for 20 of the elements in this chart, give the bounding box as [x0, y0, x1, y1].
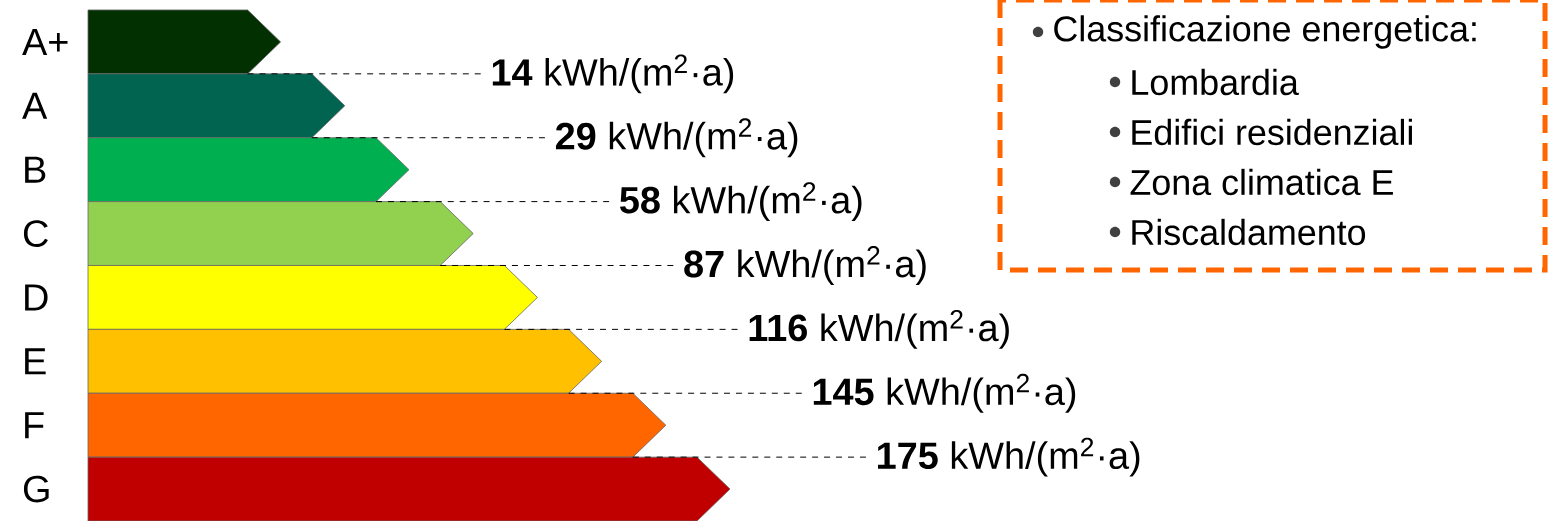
text: Classificazione energetica:: [1054, 15, 1476, 49]
y-tick-label: G: [23, 475, 49, 503]
text: 175 kWh/(m$^{2}$·a): [878, 437, 1140, 477]
y-tick-label: A: [22, 92, 48, 119]
text: Zona climatica E: [1130, 168, 1393, 196]
text: 145 kWh/(m$^{2}$·a): [813, 373, 1076, 413]
text: 116 kWh/(m$^{2}$·a): [749, 309, 1009, 349]
y-tick-label: D: [25, 284, 48, 311]
y-tick-label: B: [25, 156, 46, 183]
text: Lombardia: [1132, 68, 1299, 96]
annotation: 29 kWh/(m$^{2}$·a): [555, 118, 798, 158]
y-tick-label: C: [23, 220, 48, 247]
annotation: 58 kWh/(m$^{2}$·a): [620, 182, 862, 222]
text: Riscaldamento: [1132, 218, 1366, 246]
annotation: 87 kWh/(m$^{2}$·a): [684, 246, 926, 285]
annotation: 14 kWh/(m$^{2}$·a): [492, 54, 734, 94]
y-tick-label: E: [25, 348, 46, 375]
y-tick-label: F: [25, 412, 44, 439]
y-tick-label: A+: [22, 28, 68, 55]
text: Edifici residenziali: [1132, 118, 1412, 146]
